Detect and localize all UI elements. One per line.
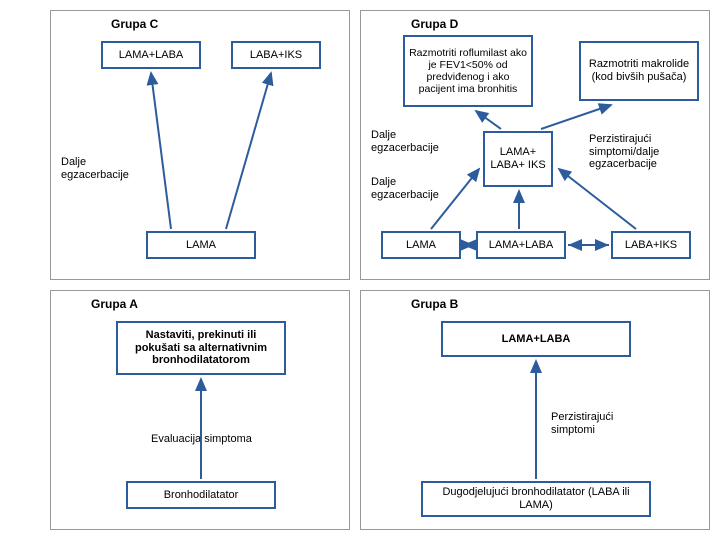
- box-top-b: LAMA+LABA: [441, 321, 631, 357]
- label-eval-a: Evaluacija simptoma: [151, 433, 252, 446]
- panel-c: Grupa C LAMA+LABA LABA+IKS Dalje egzacer…: [50, 10, 350, 280]
- box-makro: Razmotriti makrolide (kod bivših pušača): [579, 41, 699, 101]
- box-mid-d: LAMA+ LABA+ IKS: [483, 131, 553, 187]
- box-lama-laba-c: LAMA+LABA: [101, 41, 201, 69]
- box-roflu: Razmotriti roflumilast ako je FEV1<50% o…: [403, 35, 533, 107]
- box-bottom-a: Bronhodilatator: [126, 481, 276, 509]
- panel-b-title: Grupa B: [411, 297, 458, 311]
- box-labaiks-d: LABA+IKS: [611, 231, 691, 259]
- panel-d-title: Grupa D: [411, 17, 458, 31]
- box-lama-d: LAMA: [381, 231, 461, 259]
- panel-a: Grupa A Nastaviti, prekinuti ili pokušat…: [50, 290, 350, 530]
- box-top-a: Nastaviti, prekinuti ili pokušati sa alt…: [116, 321, 286, 375]
- label-perz-d: Perzistirajući simptomi/dalje egzacerbac…: [589, 133, 699, 171]
- panel-d: Grupa D Razmotriti roflumilast ako je FE…: [360, 10, 710, 280]
- box-laba-iks-c: LABA+IKS: [231, 41, 321, 69]
- label-dalje2-d: Dalje egzacerbacije: [371, 176, 451, 201]
- panel-c-title: Grupa C: [111, 17, 158, 31]
- label-perz-b: Perzistirajući simptomi: [551, 411, 651, 436]
- panel-a-title: Grupa A: [91, 297, 138, 311]
- box-lama-c: LAMA: [146, 231, 256, 259]
- label-dalje-c: Dalje egzacerbacije: [61, 156, 141, 181]
- label-dalje1-d: Dalje egzacerbacije: [371, 129, 451, 154]
- box-lamalaba-d: LAMA+LABA: [476, 231, 566, 259]
- panel-b: Grupa B LAMA+LABA Perzistirajući simptom…: [360, 290, 710, 530]
- box-bottom-b: Dugodjelujući bronhodilatator (LABA ili …: [421, 481, 651, 517]
